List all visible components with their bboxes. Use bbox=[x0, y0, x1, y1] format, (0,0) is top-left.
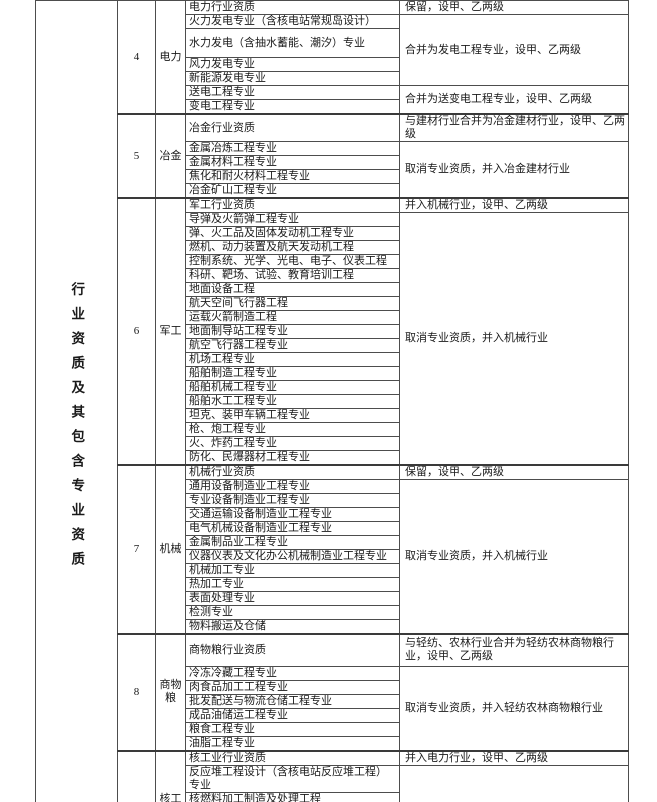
qualification-name-cell: 机械加工专业 bbox=[185, 563, 400, 578]
industry-qualification-table: 行业资质及其包含专业资质 4 电力 电力行业资质 保留，设甲、乙两级 火力发电专业（含核电… bbox=[35, 0, 629, 802]
qualification-name-cell: 军工行业资质 bbox=[185, 197, 400, 213]
qualification-name-cell: 地面设备工程 bbox=[185, 282, 400, 297]
qualification-name-cell: 仪器仪表及文化办公机械制造业工程专业 bbox=[185, 549, 400, 564]
note-cell: 并入电力行业，设甲、乙两级 bbox=[399, 749, 629, 766]
table-row: 6 军工 军工行业资质 并入机械行业，设甲、乙两级 bbox=[36, 197, 629, 466]
table-row: 核燃料加工制造及处理工程 bbox=[36, 791, 629, 802]
qualification-name-cell: 新能源发电专业 bbox=[185, 71, 400, 86]
qualification-name-cell: 枪、炮工程专业 bbox=[185, 422, 400, 437]
table-row: 导弹及火箭弹工程专业 取消专业资质，并入机械行业 bbox=[36, 212, 629, 466]
qualification-name-cell: 船舶机械工程专业 bbox=[185, 380, 400, 395]
qualification-name-cell: 表面处理专业 bbox=[185, 591, 400, 606]
table-row: 7 机械 机械行业资质 保留，设甲、乙两级 bbox=[36, 464, 629, 635]
industry-name-cell: 核工业 bbox=[155, 749, 186, 802]
note-cell: 取消专业资质，并入机械行业 bbox=[399, 479, 629, 635]
section-number-cell: 5 bbox=[117, 113, 156, 199]
qualification-name-cell: 变电工程专业 bbox=[185, 99, 400, 115]
qualification-name-cell: 批发配送与物流仓储工程专业 bbox=[185, 693, 400, 709]
section-number-cell: 6 bbox=[117, 197, 156, 466]
qualification-name-cell: 机场工程专业 bbox=[185, 352, 400, 367]
note-cell: 与建材行业合并为冶金建材行业，设甲、乙两级 bbox=[399, 113, 629, 142]
qualification-name-cell: 船舶水工工程专业 bbox=[185, 394, 400, 409]
qualification-name-cell: 专业设备制造业工程专业 bbox=[185, 493, 400, 508]
table-row: 火、炸药工程专业 bbox=[36, 436, 629, 451]
qualification-name-cell: 焦化和耐火材料工程专业 bbox=[185, 169, 400, 184]
industry-name-cell: 机械 bbox=[155, 464, 186, 635]
industry-name-cell: 军工 bbox=[155, 197, 186, 466]
note-cell: 合并为送变电工程专业，设甲、乙两级 bbox=[399, 85, 629, 115]
qualification-name-cell: 运载火箭制造工程 bbox=[185, 310, 400, 325]
note-cell: 取消专业资质，并入冶金建材行业 bbox=[399, 141, 629, 199]
note-cell: 保留，设甲、乙两级 bbox=[399, 0, 629, 15]
table-row: 粮食工程专业 bbox=[36, 721, 629, 737]
qualification-name-cell: 检测专业 bbox=[185, 605, 400, 620]
qualification-name-cell: 热加工专业 bbox=[185, 577, 400, 592]
note-cell: 合并为核工业工程专业，设甲、乙两级 bbox=[399, 764, 629, 802]
note-cell: 与轻纺、农林行业合并为轻纺农林商物粮行业，设甲、乙两级 bbox=[399, 633, 629, 667]
section-number-cell: 7 bbox=[117, 464, 156, 635]
qualification-name-cell: 物料搬运及仓储 bbox=[185, 619, 400, 635]
qualification-name-cell: 冷冻冷藏工程专业 bbox=[185, 665, 400, 681]
qualification-name-cell: 核燃料加工制造及处理工程 bbox=[185, 791, 400, 802]
qualification-name-cell: 科研、靶场、试验、教育培训工程 bbox=[185, 268, 400, 283]
qualification-name-cell: 水力发电（含抽水蓄能、潮汐）专业 bbox=[185, 28, 400, 58]
qualification-name-cell: 粮食工程专业 bbox=[185, 721, 400, 737]
note-cell: 合并为发电工程专业，设甲、乙两级 bbox=[399, 14, 629, 86]
qualification-name-cell: 坦克、装甲车辆工程专业 bbox=[185, 408, 400, 423]
table-row: 9核工业核工业行业资质并入电力行业，设甲、乙两级 bbox=[36, 749, 629, 802]
qualification-name-cell: 电力行业资质 bbox=[185, 0, 400, 15]
table-row: 反应堆工程设计（含核电站反应堆工程）专业合并为核工业工程专业，设甲、乙两级 bbox=[36, 764, 629, 802]
note-cell: 取消专业资质，并入机械行业 bbox=[399, 212, 629, 466]
qualification-name-cell: 通用设备制造业工程专业 bbox=[185, 479, 400, 494]
section-number-cell: 4 bbox=[117, 0, 156, 115]
industry-name-cell: 商物粮 bbox=[155, 633, 186, 751]
qualification-name-cell: 商物粮行业资质 bbox=[185, 633, 400, 667]
table-row: 检测专业 bbox=[36, 605, 629, 620]
qualification-name-cell: 反应堆工程设计（含核电站反应堆工程）专业 bbox=[185, 764, 400, 793]
qualification-name-cell: 航空飞行器工程专业 bbox=[185, 338, 400, 353]
note-cell: 并入机械行业，设甲、乙两级 bbox=[399, 197, 629, 213]
qualification-name-cell: 冶金矿山工程专业 bbox=[185, 183, 400, 199]
table-row: 火力发电专业（含核电站常规岛设计） 合并为发电工程专业，设甲、乙两级 bbox=[36, 14, 629, 86]
table-row: 行业资质及其包含专业资质 4 电力 电力行业资质 保留，设甲、乙两级 bbox=[35, 0, 629, 802]
qualification-name-cell: 核工业行业资质 bbox=[185, 749, 400, 766]
table-row: 5 冶金 冶金行业资质 与建材行业合并为冶金建材行业，设甲、乙两级 bbox=[36, 113, 629, 199]
qualification-name-cell: 交通运输设备制造业工程专业 bbox=[185, 507, 400, 522]
qualification-name-cell: 船舶制造工程专业 bbox=[185, 366, 400, 381]
qualification-name-cell: 防化、民爆器材工程专业 bbox=[185, 450, 400, 466]
qualification-name-cell: 地面制导站工程专业 bbox=[185, 324, 400, 339]
qualification-name-cell: 金属制品业工程专业 bbox=[185, 535, 400, 550]
qualification-name-cell: 导弹及火箭弹工程专业 bbox=[185, 212, 400, 227]
qualification-name-cell: 油脂工程专业 bbox=[185, 735, 400, 751]
table-row: 冷冻冷藏工程专业 取消专业资质，并入轻纺农林商物粮行业 bbox=[36, 665, 629, 751]
qualification-name-cell: 控制系统、光学、光电、电子、仪表工程 bbox=[185, 254, 400, 269]
note-cell: 取消专业资质，并入轻纺农林商物粮行业 bbox=[399, 665, 629, 751]
qualification-name-cell: 冶金行业资质 bbox=[185, 113, 400, 142]
qualification-name-cell: 送电工程专业 bbox=[185, 85, 400, 100]
section-number-cell: 8 bbox=[117, 633, 156, 751]
qualification-name-cell: 机械行业资质 bbox=[185, 464, 400, 480]
qualification-name-cell: 风力发电专业 bbox=[185, 57, 400, 72]
row-group-label: 行业资质及其包含专业资质 bbox=[69, 281, 85, 576]
section-number-cell: 9 bbox=[117, 749, 156, 802]
table-row: 8 商物粮 商物粮行业资质 与轻纺、农林行业合并为轻纺农林商物粮行业，设甲、乙两级 bbox=[36, 633, 629, 751]
qualification-name-cell: 金属冶炼工程专业 bbox=[185, 141, 400, 156]
qualification-name-cell: 弹、火工品及固体发动机工程专业 bbox=[185, 226, 400, 241]
qualification-name-cell: 航天空间飞行器工程 bbox=[185, 296, 400, 311]
note-cell: 保留，设甲、乙两级 bbox=[399, 464, 629, 480]
qualification-name-cell: 电气机械设备制造业工程专业 bbox=[185, 521, 400, 536]
table-row: 焦化和耐火材料工程专业 bbox=[36, 169, 629, 184]
qualification-name-cell: 成品油储运工程专业 bbox=[185, 707, 400, 723]
qualification-name-cell: 火力发电专业（含核电站常规岛设计） bbox=[185, 14, 400, 29]
row-group-label-cell: 行业资质及其包含专业资质 bbox=[35, 0, 118, 802]
qualification-name-cell: 燃机、动力装置及航天发动机工程 bbox=[185, 240, 400, 255]
qualification-name-cell: 金属材料工程专业 bbox=[185, 155, 400, 170]
qualification-name-cell: 火、炸药工程专业 bbox=[185, 436, 400, 451]
industry-name-cell: 冶金 bbox=[155, 113, 186, 199]
qualification-name-cell: 肉食品加工工程专业 bbox=[185, 679, 400, 695]
qualification-table-body: 行业资质及其包含专业资质 4 电力 电力行业资质 保留，设甲、乙两级 火力发电专业（含核电… bbox=[35, 0, 629, 802]
industry-name-cell: 电力 bbox=[155, 0, 186, 115]
table-row: 通用设备制造业工程专业 取消专业资质，并入机械行业 bbox=[36, 479, 629, 635]
